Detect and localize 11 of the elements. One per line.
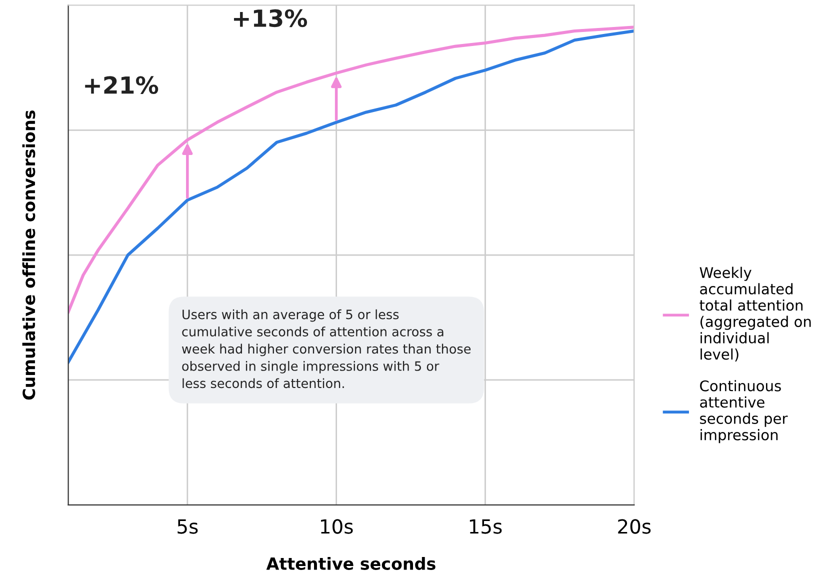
legend-label: Weekly accumulated total attention (aggregated on individual level) <box>700 266 811 362</box>
x-tick-label: 10s <box>321 519 353 534</box>
annotation: Users with an average of 5 or less cumulative seconds of attention across a week had higher conversion rates than those observed in single impressions with 5 or less seconds of attention. <box>182 309 471 388</box>
legend-label: Continuous attentive seconds per impression <box>700 380 788 444</box>
x-tick-label: 20s <box>618 519 651 534</box>
x-tick-label: 5s <box>178 519 198 534</box>
x-axis-title: Attentive seconds <box>266 557 436 570</box>
x-tick-label: 15s <box>470 519 502 534</box>
y-axis-title: Cumulative offline conversions <box>22 110 36 400</box>
annotation: +13% <box>234 9 308 28</box>
annotation: +21% <box>85 76 158 94</box>
